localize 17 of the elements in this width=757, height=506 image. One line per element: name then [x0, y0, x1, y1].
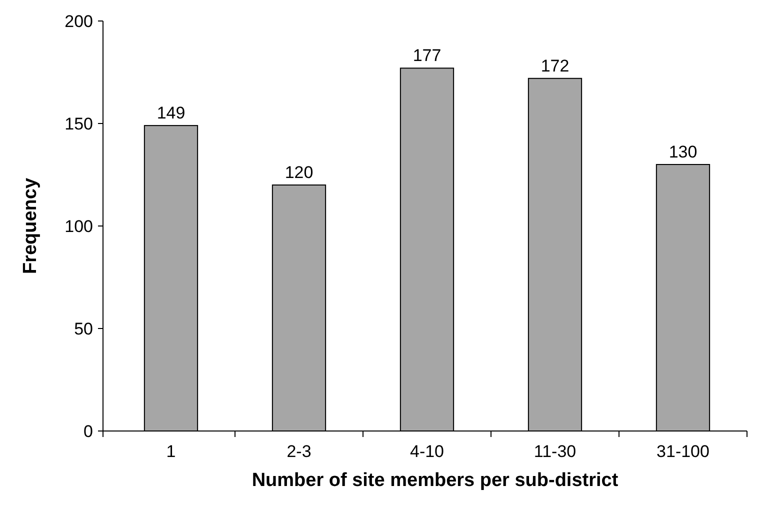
- x-tick-label: 31-100: [656, 442, 710, 461]
- data-label: 120: [284, 163, 314, 182]
- data-label: 172: [540, 56, 570, 76]
- x-tick-label: 2-3: [286, 442, 312, 461]
- x-tick-label: 4-10: [410, 442, 444, 461]
- data-label: 149: [156, 104, 186, 123]
- y-tick-label: 150: [64, 114, 93, 134]
- x-axis-title: Number of site members per sub-district: [252, 470, 619, 491]
- y-tick-label: 100: [64, 216, 93, 236]
- y-tick-label: 200: [64, 12, 93, 31]
- data-label: 177: [412, 46, 442, 66]
- y-tick-label: 0: [84, 422, 93, 441]
- y-axis-title: Frequency: [20, 178, 41, 274]
- x-tick-label: 1: [166, 442, 176, 461]
- y-tick-label: 50: [74, 319, 93, 338]
- data-label: 130: [668, 142, 698, 162]
- x-tick-label: 11-30: [534, 442, 576, 461]
